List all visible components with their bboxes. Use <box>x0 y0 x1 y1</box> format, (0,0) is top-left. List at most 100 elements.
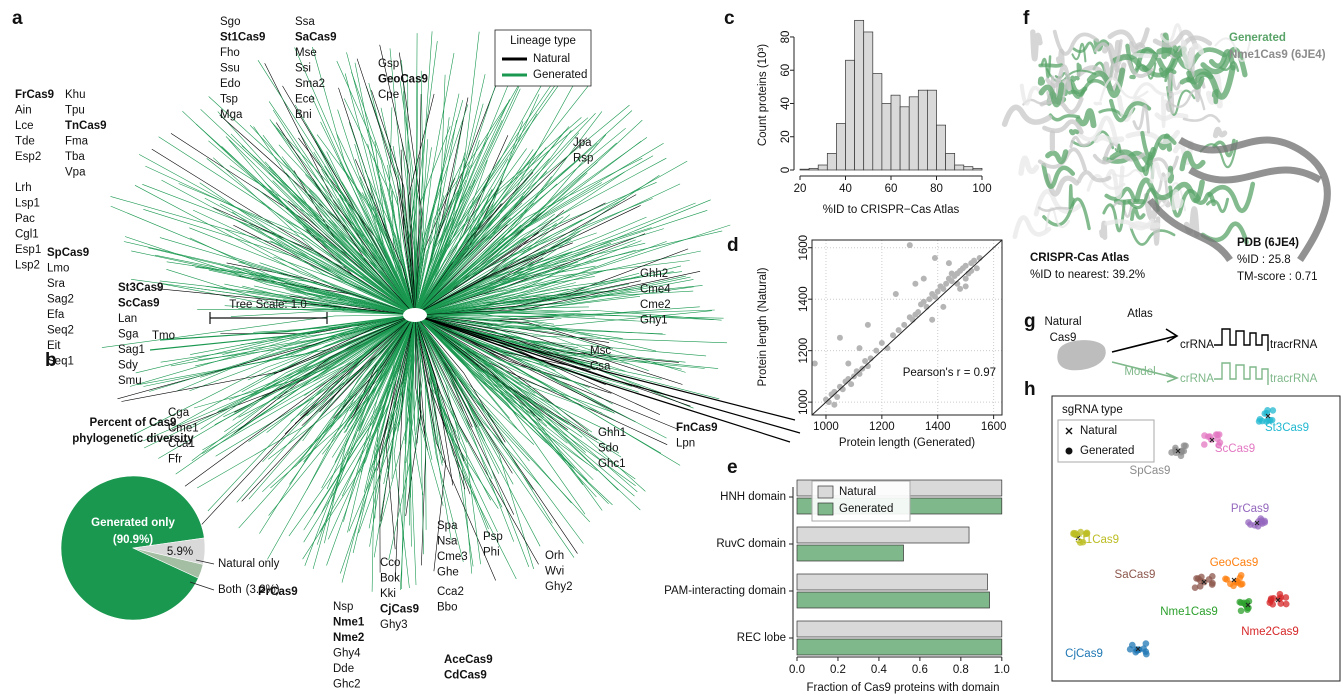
embedding-point <box>1268 595 1275 602</box>
x-tick-label: 0.6 <box>912 664 928 676</box>
leaf-label: Sma2 <box>295 78 325 90</box>
cluster-label: PrCas9 <box>1231 503 1269 515</box>
panel-letter: e <box>727 457 738 478</box>
leaf-label: Cpe <box>378 89 399 101</box>
leaf-label: Smu <box>118 375 142 387</box>
bar <box>797 621 1002 637</box>
scatter-point <box>831 402 837 408</box>
x-tick-label: 0.0 <box>789 664 805 676</box>
cluster-label: SaCas9 <box>1115 569 1156 581</box>
cluster-label: ScCas9 <box>1215 443 1255 455</box>
structure-stat: %ID : 25.8 <box>1237 254 1291 266</box>
scatter-point <box>865 322 871 328</box>
bar <box>797 592 990 608</box>
histogram-bar <box>964 167 973 170</box>
scatter-point <box>921 276 927 282</box>
panel-letter: g <box>1024 311 1036 332</box>
leaf-label: Rsp <box>573 153 593 165</box>
leaf-label: Fma <box>65 136 89 148</box>
leaf-label: Vpa <box>65 167 86 179</box>
scatter-point <box>957 286 963 292</box>
leaf-label: Efa <box>47 309 65 321</box>
leaf-label: Sgo <box>220 16 240 28</box>
scatter-point <box>873 348 879 354</box>
scatter-point <box>963 263 969 269</box>
histogram-bar <box>955 165 964 170</box>
y-axis-label: Protein length (Natural) <box>757 267 769 386</box>
slice-label: Natural only <box>218 558 280 570</box>
histogram-bar <box>827 153 836 170</box>
embedding-point <box>1257 416 1264 423</box>
embedding-point <box>1247 521 1254 528</box>
histogram-bar <box>809 168 818 170</box>
bar <box>797 639 1002 655</box>
leaf-label: SaCas9 <box>295 32 337 44</box>
structure-strand <box>1041 80 1042 83</box>
slice-category: Both <box>218 584 242 596</box>
panel-letter: c <box>724 8 735 29</box>
panel-letter: f <box>1023 8 1030 29</box>
leaf-label: Sra <box>47 278 66 290</box>
y-tick-label: PAM-interacting domain <box>664 585 786 597</box>
leaf-label: Csa <box>590 361 611 373</box>
scale-label: Tree Scale: 1.0 <box>229 299 307 311</box>
histogram-bar <box>846 60 855 170</box>
histogram-bar <box>855 20 864 170</box>
structure-stat: %ID to nearest: 39.2% <box>1030 269 1145 281</box>
scatter-point <box>915 309 921 315</box>
y-tick-label: RuvC domain <box>716 538 786 550</box>
histogram-bar <box>873 74 882 170</box>
x-tick-label: 20 <box>794 183 807 195</box>
figure: abcdefghSgoSt1Cas9FhoSsuEdoTspMgaSsaSaCa… <box>0 0 1343 696</box>
y-tick-label: 1000 <box>798 389 810 415</box>
legend-swatch <box>818 486 833 498</box>
cluster-label: St3Cas9 <box>1265 422 1309 434</box>
leaf-label: Esp2 <box>15 151 41 163</box>
leaf-label: Esp1 <box>15 244 41 256</box>
legend-label: Generated <box>839 503 893 515</box>
route-label: Atlas <box>1127 308 1153 320</box>
leaf-label: Phi <box>483 547 500 559</box>
y-tick-label: HNH domain <box>720 491 786 503</box>
y-tick-label: 1600 <box>798 235 810 261</box>
leaf-label: Cgl1 <box>15 229 39 241</box>
structure-legend: Nme1Cas9 (6JE4) <box>1229 49 1326 61</box>
panel-letter: d <box>727 235 739 256</box>
histogram-bar <box>946 153 955 170</box>
scatter-point <box>890 332 896 338</box>
embedding-point <box>1270 407 1277 414</box>
leaf-label: Sag2 <box>47 294 74 306</box>
leaf-label: Tba <box>65 151 85 163</box>
leaf-label: Khu <box>65 89 85 101</box>
leaf-label: FrCas9 <box>15 89 54 101</box>
leaf-label: TnCas9 <box>65 120 107 132</box>
embedding-point <box>1283 601 1290 608</box>
leaf-label: Tpu <box>65 105 85 117</box>
y-tick-label: 1400 <box>798 286 810 312</box>
embedding-point <box>1214 431 1221 438</box>
structure-strand <box>1102 223 1105 237</box>
leaf-label: Ghy4 <box>333 648 361 660</box>
embedding-point <box>1201 432 1208 439</box>
cluster-label: SpCas9 <box>1130 465 1171 477</box>
legend-label: Generated <box>533 69 587 81</box>
leaf-label: Eit <box>47 340 61 352</box>
leaf-label: Ece <box>295 94 315 106</box>
leaf-label: Seq2 <box>47 325 74 337</box>
legend-label: Generated <box>1080 445 1134 457</box>
embedding-point <box>1209 581 1216 588</box>
cluster-label: Nme2Cas9 <box>1241 626 1299 638</box>
cluster-label: GeoCas9 <box>1210 557 1259 569</box>
leaf-label: Sdy <box>118 360 138 372</box>
scatter-point <box>940 286 946 292</box>
leaf-label: Lpn <box>676 438 695 450</box>
structure-strand <box>1040 65 1061 66</box>
legend-swatch <box>818 503 833 515</box>
leaf-label: Mse <box>295 47 317 59</box>
leaf-label: Tde <box>15 136 35 148</box>
leaf-label: Ssu <box>220 63 240 75</box>
leaf-label: Cme2 <box>640 299 671 311</box>
histogram-bar <box>836 123 845 170</box>
y-tick-label: 40 <box>780 97 792 110</box>
embedding-point <box>1238 607 1245 614</box>
